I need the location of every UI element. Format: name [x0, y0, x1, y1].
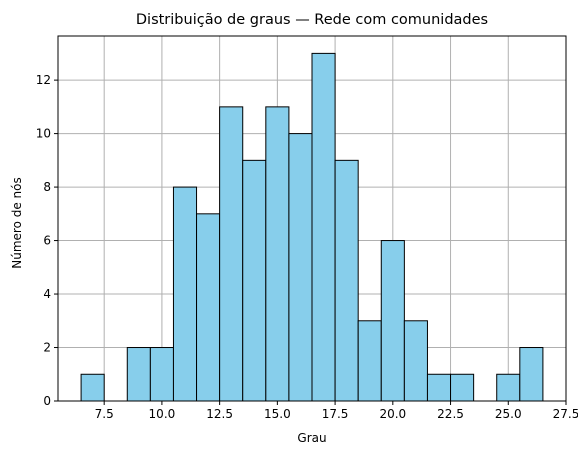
chart-title: Distribuição de graus — Rede com comunid…	[136, 12, 488, 28]
histogram-bar	[427, 374, 450, 401]
y-tick-label: 8	[43, 180, 51, 194]
x-tick-label: 27.5	[553, 407, 578, 421]
x-tick-label: 22.5	[437, 407, 464, 421]
x-tick-label: 20.0	[379, 407, 406, 421]
histogram-bar	[335, 160, 358, 401]
histogram-bar	[150, 348, 173, 401]
x-axis-label: Grau	[297, 431, 326, 445]
histogram-bar	[312, 53, 335, 401]
histogram-bar	[127, 348, 150, 401]
histogram-bar	[451, 374, 474, 401]
x-tick-label: 17.5	[322, 407, 349, 421]
histogram-bar	[520, 348, 543, 401]
y-tick-label: 12	[36, 73, 51, 87]
y-tick-label: 10	[36, 127, 51, 141]
x-tick-label: 25.0	[495, 407, 522, 421]
histogram-bar	[266, 107, 289, 401]
x-tick-label: 7.5	[95, 407, 114, 421]
histogram-bar	[404, 321, 427, 401]
histogram-bar	[243, 160, 266, 401]
histogram-bar	[289, 134, 312, 401]
histogram-bar	[173, 187, 196, 401]
y-tick-label: 4	[43, 287, 51, 301]
x-tick-label: 10.0	[149, 407, 176, 421]
histogram-bars	[81, 53, 543, 401]
histogram-bar	[197, 214, 220, 401]
histogram-bar	[381, 241, 404, 401]
histogram-bar	[81, 374, 104, 401]
y-tick-label: 0	[43, 394, 51, 408]
histogram-bar	[497, 374, 520, 401]
histogram-bar	[358, 321, 381, 401]
x-tick-label: 12.5	[206, 407, 233, 421]
x-tick-label: 15.0	[264, 407, 291, 421]
y-axis-label: Número de nós	[10, 177, 24, 269]
y-tick-label: 2	[43, 341, 51, 355]
y-tick-label: 6	[43, 234, 51, 248]
histogram-bar	[220, 107, 243, 401]
